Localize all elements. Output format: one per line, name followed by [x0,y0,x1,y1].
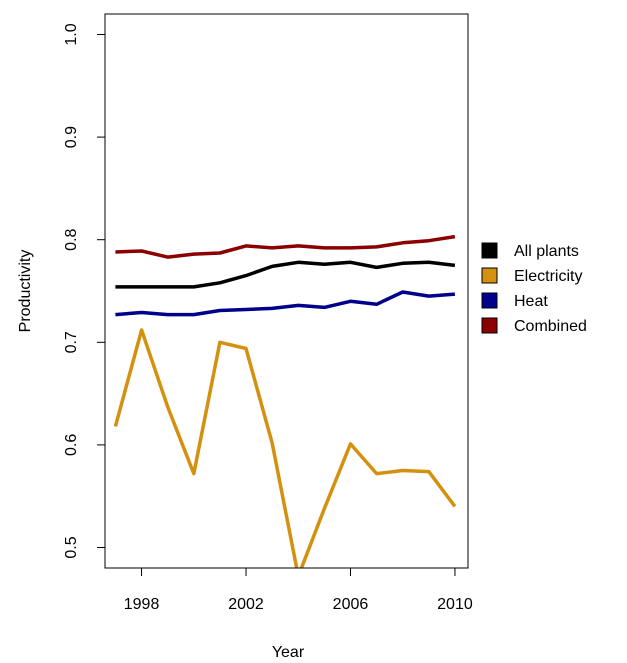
legend-swatch [481,267,498,284]
series-line-all-plants [115,260,456,289]
legend-swatch [481,242,498,259]
x-tick-label: 1998 [124,596,160,613]
legend-label: Heat [514,293,548,310]
x-tick-label: 2006 [333,596,369,613]
y-tick-label: 1.0 [63,23,80,45]
x-tick-label: 2002 [228,596,264,613]
y-tick-label: 0.8 [63,228,80,250]
legend-swatch [481,292,498,309]
y-tick-label: 0.9 [63,126,80,148]
series-lines [113,234,457,568]
y-axis: 0.5 0.6 0.7 0.8 0.9 1.0 [63,23,106,559]
x-axis: 1998 2002 2006 2010 [124,567,473,613]
y-tick-label: 0.7 [63,331,80,353]
y-axis-title: Productivity [17,250,34,333]
legend-swatch [481,317,498,334]
x-tick-label: 2010 [437,596,473,613]
x-axis-title: Year [272,644,305,661]
legend: All plants Electricity Heat Combined [481,242,587,335]
series-line-electricity [113,328,457,568]
y-tick-label: 0.5 [63,536,80,558]
legend-label: All plants [514,243,579,260]
series-line-combined [115,234,456,259]
legend-label: Electricity [514,268,582,285]
y-tick-label: 0.6 [63,434,80,456]
legend-label: Combined [514,318,587,335]
series-line-heat [115,290,456,317]
plot-frame [104,13,469,569]
